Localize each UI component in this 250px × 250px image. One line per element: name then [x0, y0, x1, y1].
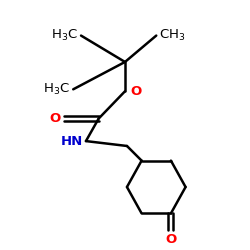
Text: O: O: [130, 85, 141, 98]
Text: CH$_3$: CH$_3$: [159, 28, 186, 43]
Text: H$_3$C: H$_3$C: [44, 82, 70, 97]
Text: O: O: [165, 233, 176, 246]
Text: HN: HN: [61, 134, 83, 147]
Text: H$_3$C: H$_3$C: [51, 28, 78, 43]
Text: O: O: [49, 112, 60, 125]
